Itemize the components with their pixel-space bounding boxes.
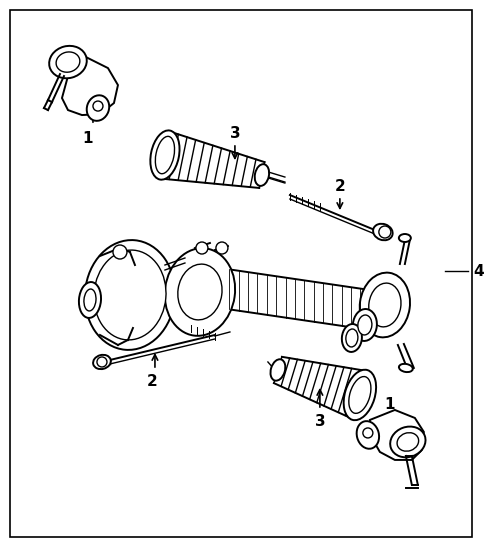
Ellipse shape bbox=[150, 131, 179, 180]
Ellipse shape bbox=[254, 164, 269, 186]
Circle shape bbox=[97, 357, 107, 367]
Text: 2: 2 bbox=[146, 374, 157, 389]
Text: 1: 1 bbox=[384, 397, 394, 412]
Ellipse shape bbox=[352, 309, 376, 341]
Ellipse shape bbox=[343, 369, 375, 420]
Ellipse shape bbox=[348, 377, 370, 413]
Text: 3: 3 bbox=[229, 126, 240, 141]
Polygon shape bbox=[62, 52, 118, 115]
Text: 3: 3 bbox=[314, 414, 325, 429]
Circle shape bbox=[93, 101, 103, 111]
Polygon shape bbox=[219, 268, 369, 330]
Ellipse shape bbox=[165, 248, 235, 336]
Text: 4: 4 bbox=[472, 264, 483, 278]
Text: 2: 2 bbox=[334, 178, 345, 194]
Ellipse shape bbox=[359, 273, 409, 337]
Ellipse shape bbox=[155, 136, 174, 173]
Ellipse shape bbox=[357, 315, 371, 335]
Ellipse shape bbox=[356, 421, 378, 449]
Text: 1: 1 bbox=[83, 131, 93, 145]
Ellipse shape bbox=[270, 359, 285, 380]
Ellipse shape bbox=[100, 256, 160, 334]
Circle shape bbox=[215, 242, 227, 254]
Ellipse shape bbox=[390, 427, 424, 457]
Ellipse shape bbox=[345, 329, 357, 347]
Ellipse shape bbox=[398, 364, 412, 372]
Ellipse shape bbox=[87, 96, 109, 121]
Circle shape bbox=[196, 242, 208, 254]
Polygon shape bbox=[369, 410, 423, 460]
Ellipse shape bbox=[368, 283, 400, 327]
Ellipse shape bbox=[93, 355, 111, 369]
Ellipse shape bbox=[79, 282, 101, 318]
Ellipse shape bbox=[56, 52, 80, 72]
Ellipse shape bbox=[94, 250, 166, 340]
Ellipse shape bbox=[341, 324, 361, 352]
Ellipse shape bbox=[178, 264, 222, 320]
Ellipse shape bbox=[49, 46, 87, 79]
Circle shape bbox=[362, 428, 372, 438]
Ellipse shape bbox=[396, 433, 418, 451]
Ellipse shape bbox=[398, 234, 410, 242]
Ellipse shape bbox=[84, 289, 96, 311]
Circle shape bbox=[113, 245, 127, 259]
Ellipse shape bbox=[372, 224, 392, 240]
Circle shape bbox=[378, 226, 390, 238]
Ellipse shape bbox=[85, 240, 175, 350]
